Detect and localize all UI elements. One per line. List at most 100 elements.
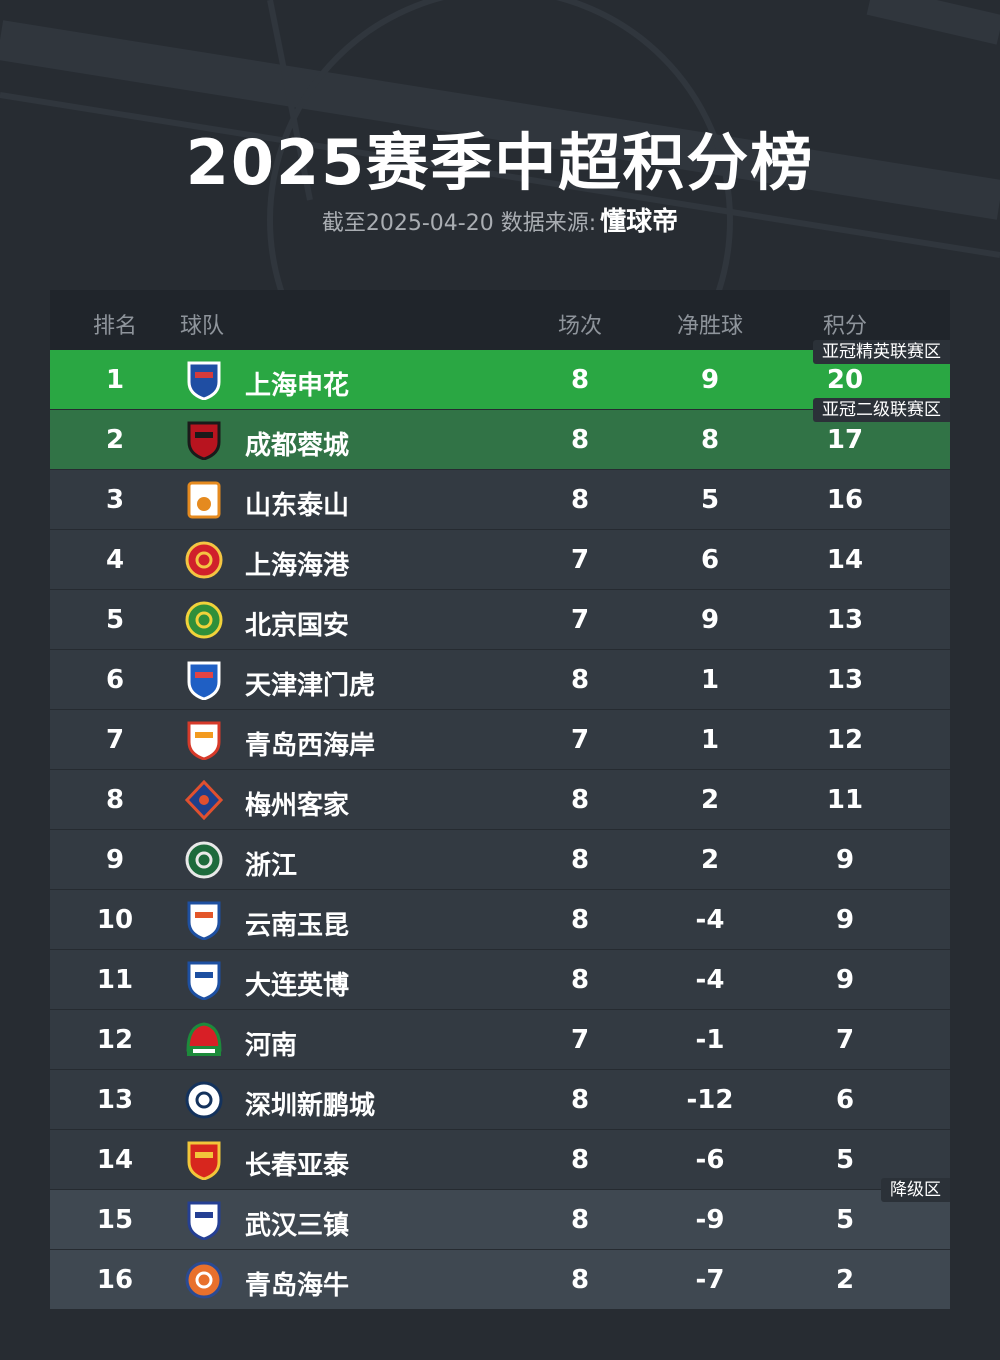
goal-diff-cell: 9: [700, 365, 720, 395]
points-cell: 14: [826, 545, 864, 575]
goal-diff-cell: -9: [695, 1205, 725, 1235]
rank-cell: 9: [105, 845, 125, 875]
table-row: 1 上海申花 8 9 20 亚冠精英联赛区: [50, 340, 950, 409]
table-row: 5 北京国安 7 9 13: [50, 589, 950, 649]
table-row: 4 上海海港 7 6 14: [50, 529, 950, 589]
table-row: 13 深圳新鹏城 8 -12 6: [50, 1069, 950, 1129]
rank-cell: 6: [105, 665, 125, 695]
played-cell: 8: [570, 845, 590, 875]
goal-diff-cell: 6: [700, 545, 720, 575]
yatai-crest-icon: [185, 1140, 223, 1181]
goal-diff-cell: -4: [695, 965, 725, 995]
rank-cell: 1: [105, 365, 125, 395]
points-cell: 5: [835, 1145, 855, 1175]
source-brand: 懂球帝: [600, 207, 679, 237]
points-cell: 16: [826, 485, 864, 515]
played-cell: 8: [570, 785, 590, 815]
rank-cell: 10: [96, 905, 134, 935]
goal-diff-cell: -6: [695, 1145, 725, 1175]
team-name: 长春亚泰: [245, 1151, 350, 1181]
goal-diff-cell: 1: [700, 725, 720, 755]
team-name: 山东泰山: [245, 491, 350, 521]
team-name: 云南玉昆: [245, 911, 350, 941]
points-cell: 5: [835, 1205, 855, 1235]
rank-cell: 13: [96, 1085, 134, 1115]
page-subtitle: 截至2025-04-20 数据来源: 懂球帝: [0, 201, 1000, 238]
rank-cell: 7: [105, 725, 125, 755]
standings-table: 排名 球队 场次 净胜球 积分 1 上海申花 8 9 20 亚冠精英联赛区 2 成都蓉城 8…: [50, 290, 950, 1309]
played-cell: 8: [570, 425, 590, 455]
team-name: 武汉三镇: [245, 1211, 350, 1241]
page-title: 2025赛季中超积分榜: [185, 126, 815, 199]
table-row: 9 浙江 8 2 9: [50, 829, 950, 889]
points-cell: 9: [835, 845, 855, 875]
xihaian-crest-icon: [185, 720, 223, 761]
rank-cell: 5: [105, 605, 125, 635]
header-points: 积分: [822, 314, 867, 339]
zone-label-acl-elite: 亚冠精英联赛区: [813, 340, 950, 364]
played-cell: 8: [570, 365, 590, 395]
goal-diff-cell: -7: [695, 1265, 725, 1295]
played-cell: 8: [570, 485, 590, 515]
table-row: 16 青岛海牛 8 -7 2: [50, 1249, 950, 1309]
points-cell: 6: [835, 1085, 855, 1115]
sanzhen-crest-icon: [185, 1200, 223, 1241]
table-row: 12 河南 7 -1 7: [50, 1009, 950, 1069]
table-row: 11 大连英博 8 -4 9: [50, 949, 950, 1009]
points-cell: 17: [826, 425, 864, 455]
yukun-crest-icon: [185, 900, 223, 941]
goal-diff-cell: 5: [700, 485, 720, 515]
rank-cell: 16: [96, 1265, 134, 1295]
rank-cell: 8: [105, 785, 125, 815]
played-cell: 7: [570, 1025, 590, 1055]
played-cell: 8: [570, 665, 590, 695]
xinpengcheng-crest-icon: [185, 1080, 223, 1120]
played-cell: 8: [570, 1085, 590, 1115]
goal-diff-cell: 8: [700, 425, 720, 455]
played-cell: 7: [570, 605, 590, 635]
played-cell: 7: [570, 725, 590, 755]
table-body: 1 上海申花 8 9 20 亚冠精英联赛区 2 成都蓉城 8 8 17 亚冠二级联赛区 3 山东泰山…: [50, 340, 950, 1309]
rank-cell: 12: [96, 1025, 134, 1055]
table-row: 3 山东泰山 8 5 16: [50, 469, 950, 529]
team-name: 梅州客家: [245, 791, 350, 821]
henan-crest-icon: [185, 1020, 223, 1060]
team-name: 大连英博: [245, 971, 350, 1001]
header-goal-diff: 净胜球: [676, 314, 743, 339]
goal-diff-cell: -12: [686, 1085, 734, 1115]
team-name: 浙江: [245, 851, 298, 881]
zone-label-relegation: 降级区: [881, 1178, 950, 1202]
points-cell: 20: [826, 365, 864, 395]
points-cell: 9: [835, 905, 855, 935]
team-name: 成都蓉城: [245, 431, 350, 461]
table-row: 2 成都蓉城 8 8 17 亚冠二级联赛区: [50, 398, 950, 469]
played-cell: 8: [570, 905, 590, 935]
header-rank: 排名: [92, 314, 137, 339]
played-cell: 8: [570, 1205, 590, 1235]
rank-cell: 4: [105, 545, 125, 575]
points-cell: 2: [835, 1265, 855, 1295]
team-name: 上海海港: [245, 551, 350, 581]
played-cell: 7: [570, 545, 590, 575]
goal-diff-cell: 1: [700, 665, 720, 695]
rank-cell: 3: [105, 485, 125, 515]
guoan-crest-icon: [185, 600, 223, 640]
team-name: 河南: [245, 1031, 298, 1061]
table-row: 6 天津津门虎 8 1 13: [50, 649, 950, 709]
header-team: 球队: [180, 314, 225, 339]
rank-cell: 2: [105, 425, 125, 455]
rank-cell: 14: [96, 1145, 134, 1175]
played-cell: 8: [570, 965, 590, 995]
table-row: 7 青岛西海岸 7 1 12: [50, 709, 950, 769]
rank-cell: 15: [96, 1205, 134, 1235]
team-name: 上海申花: [245, 371, 350, 401]
yingbo-crest-icon: [185, 960, 223, 1001]
goal-diff-cell: -1: [695, 1025, 725, 1055]
goal-diff-cell: 9: [700, 605, 720, 635]
date-source-text: 截至2025-04-20 数据来源:: [321, 211, 597, 236]
table-row: 10 云南玉昆 8 -4 9: [50, 889, 950, 949]
table-row: 15 武汉三镇 8 -9 5 降级区: [50, 1178, 950, 1249]
shenhua-crest-icon: [185, 360, 223, 401]
rongcheng-crest-icon: [185, 420, 223, 461]
table-row: 8 梅州客家 8 2 11: [50, 769, 950, 829]
